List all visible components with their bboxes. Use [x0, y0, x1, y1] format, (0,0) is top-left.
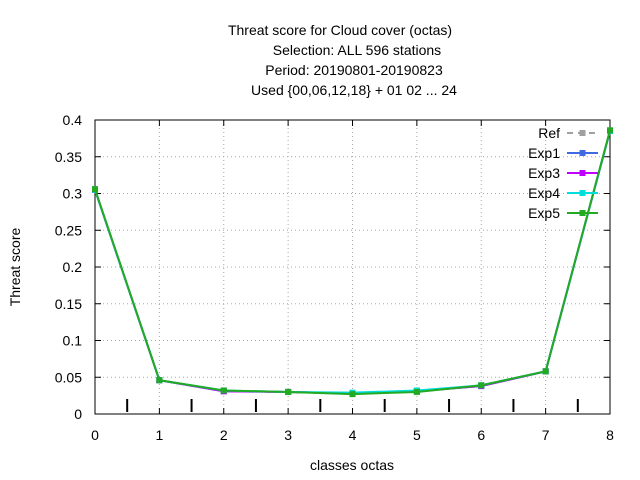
chart-title: Threat score for Cloud cover (octas) Sel…	[228, 22, 457, 98]
y-tick-label: 0.2	[63, 259, 83, 275]
x-tick-label: 2	[220, 427, 228, 443]
y-tick-label: 0.3	[63, 186, 83, 202]
data-point-exp5	[413, 388, 420, 395]
data-point-exp5	[607, 127, 613, 134]
legend-label-exp5: Exp5	[528, 205, 560, 221]
legend-label-ref: Ref	[538, 125, 560, 141]
x-tick-label: 7	[542, 427, 550, 443]
data-point-exp5	[349, 391, 356, 398]
data-point-exp5	[478, 382, 485, 389]
series-exp5	[92, 127, 613, 398]
title-line-3: Period: 20190801-20190823	[265, 62, 443, 78]
y-tick-label: 0	[74, 406, 82, 422]
axes: 0 0.05 0.1 0.15 0.2 0.25 0.3 0.35 0.4 0 1 2 3 4 5 6 7 8	[55, 112, 614, 443]
y-tick-label: 0.35	[55, 149, 82, 165]
series-lines	[92, 127, 613, 398]
grid	[95, 120, 610, 414]
y-tick-label: 0.1	[63, 333, 83, 349]
x-tick-label: 5	[413, 427, 421, 443]
legend-label-exp1: Exp1	[528, 145, 560, 161]
x-tick-label: 8	[606, 427, 614, 443]
x-tick-label: 0	[91, 427, 99, 443]
legend-label-exp4: Exp4	[528, 185, 560, 201]
y-tick-label: 0.15	[55, 296, 82, 312]
data-point-exp5	[285, 388, 292, 395]
legend: Ref Exp1 Exp3 Exp4 Exp5	[528, 125, 598, 221]
data-point-exp5	[156, 377, 163, 384]
class-boundary-marks	[126, 399, 579, 412]
x-tick-label: 6	[477, 427, 485, 443]
x-tick-label: 4	[349, 427, 357, 443]
data-point-exp5	[542, 368, 549, 375]
x-tick-label: 3	[284, 427, 292, 443]
plot-border	[94, 119, 611, 415]
title-line-1: Threat score for Cloud cover (octas)	[228, 22, 452, 38]
legend-marker-ref	[579, 130, 586, 136]
legend-marker-exp3	[579, 170, 586, 176]
legend-marker-exp4	[579, 190, 586, 196]
y-tick-label: 0.4	[63, 112, 83, 128]
data-point-exp5	[92, 186, 98, 193]
title-line-2: Selection: ALL 596 stations	[273, 42, 441, 58]
legend-marker-exp1	[579, 150, 586, 156]
data-point-exp5	[220, 387, 227, 394]
title-line-4: Used {00,06,12,18} + 01 02 ... 24	[251, 82, 457, 98]
y-axis-label: Threat score	[7, 227, 23, 306]
x-tick-label: 1	[155, 427, 163, 443]
legend-label-exp3: Exp3	[528, 165, 560, 181]
y-tick-label: 0.05	[55, 369, 82, 385]
y-tick-label: 0.25	[55, 222, 82, 238]
legend-marker-exp5	[579, 210, 586, 216]
x-axis-label: classes octas	[310, 457, 394, 473]
